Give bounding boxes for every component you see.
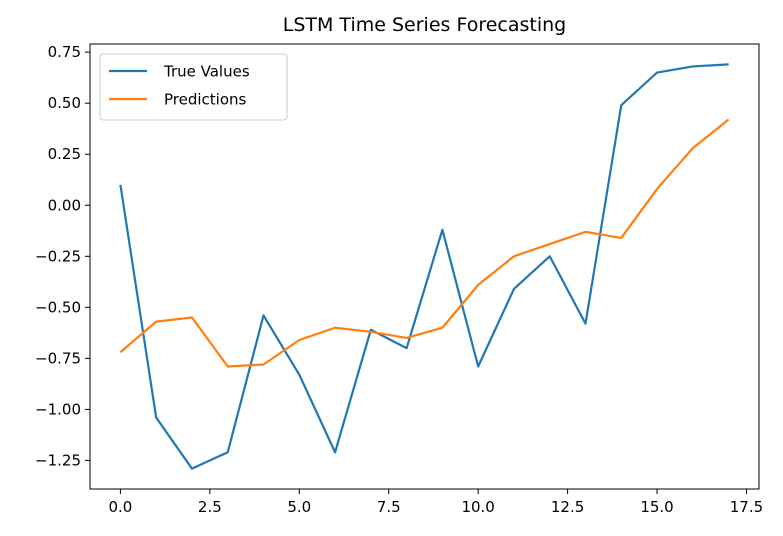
plot-frame [89,43,760,490]
x-tick-label: 7.5 [377,498,401,516]
y-axis: 0.75 0.50 0.25 0.00 −0.25 −0.50 −0.75 −1.00 −1.2… [35,43,90,469]
x-tick-label: 10.0 [461,498,494,516]
x-axis: 0.0 2.5 5.0 7.5 10.0 12.5 15.0 17.5 [108,489,763,516]
series-line-true-values [119,63,729,470]
x-tick-label: 0.0 [108,498,132,516]
legend: True Values Predictions [99,53,288,121]
chart-title: LSTM Time Series Forecasting [283,14,566,36]
x-tick-label: 17.5 [730,498,763,516]
y-tick-label: 0.75 [48,43,81,61]
legend-label-true-values: True Values [163,63,250,81]
x-tick-label: 5.0 [287,498,311,516]
y-tick-label: −0.50 [35,298,81,316]
y-tick-label: −1.00 [35,400,81,418]
legend-label-predictions: Predictions [164,91,247,109]
y-tick-label: 0.00 [48,196,81,214]
series-points-true-values [120,64,729,469]
y-tick-label: −0.75 [35,349,81,367]
plot-lines [119,63,730,470]
y-tick-label: −0.25 [35,247,81,265]
x-tick-label: 2.5 [198,498,222,516]
series-line-predictions [119,118,730,368]
y-tick-label: 0.50 [48,94,81,112]
y-tick-label: 0.25 [48,145,81,163]
x-tick-label: 15.0 [640,498,673,516]
x-tick-label: 12.5 [551,498,584,516]
y-tick-label: −1.25 [35,451,81,469]
series-points-predictions [120,119,729,367]
